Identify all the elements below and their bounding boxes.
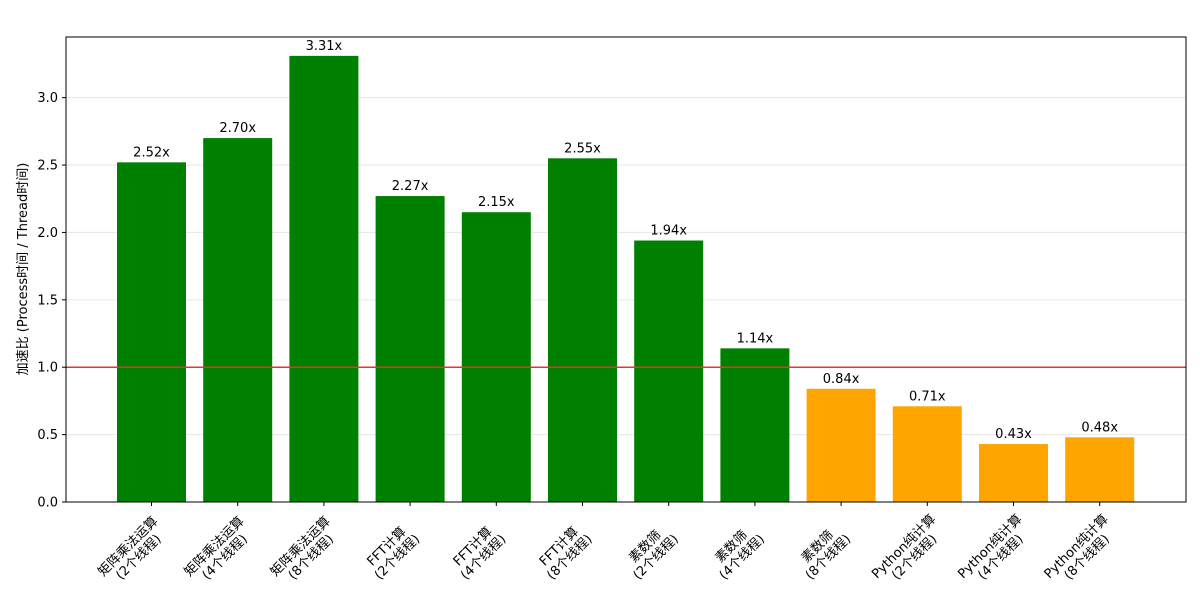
axes-frame: [65, 36, 1187, 503]
bar-value-label: 1.94x: [650, 224, 687, 239]
bar-value-label: 2.70x: [219, 121, 256, 136]
bar-value-label: 2.27x: [392, 179, 429, 194]
bar: [1065, 437, 1135, 502]
bar-value-label: 0.48x: [1081, 420, 1118, 435]
bar: [634, 240, 704, 503]
x-tick-label: Python纯计算(8个线程): [1042, 512, 1123, 593]
bar-labels: 2.52x 2.70x 3.31x 2.27x 2.15x 2.55x 1.94x 1.14x…: [133, 39, 1118, 442]
x-tick-label: Python纯计算(2个线程): [869, 512, 950, 593]
x-tick-label: 矩阵乘法运算(2个线程): [95, 514, 171, 590]
x-tick-label: 矩阵乘法运算(8个线程): [268, 514, 344, 590]
x-axis-ticks: 矩阵乘法运算(2个线程) 矩阵乘法运算(4个线程) 矩阵乘法运算(8个线程) FFT计…: [95, 502, 1123, 593]
bar-value-label: 1.14x: [737, 331, 774, 346]
y-tick-label: 0.0: [37, 496, 58, 511]
y-axis-label: 加速比 (Process时间 / Thread时间): [16, 163, 31, 376]
bar: [461, 212, 531, 502]
y-tick-label: 0.5: [37, 428, 58, 443]
y-tick-label: 2.5: [37, 159, 58, 174]
bar: [979, 444, 1048, 502]
bar-value-label: 0.43x: [995, 427, 1032, 442]
x-tick-label: 素数筛(2个线程): [620, 521, 682, 583]
x-tick-label: Python纯计算(4个线程): [955, 512, 1036, 593]
bar: [203, 138, 273, 502]
bar-value-label: 0.84x: [823, 372, 860, 387]
x-tick-label: FFT计算(4个线程): [448, 521, 510, 583]
x-tick-label: 素数筛(4个线程): [706, 521, 768, 583]
y-tick-label: 3.0: [37, 91, 58, 106]
bar: [289, 55, 359, 502]
x-tick-label: FFT计算(2个线程): [361, 521, 423, 583]
bar: [720, 348, 790, 502]
bar-value-label: 2.52x: [133, 145, 170, 160]
y-tick-label: 1.0: [37, 361, 58, 376]
bar: [548, 158, 617, 502]
x-tick-label: 素数筛(8个线程): [792, 521, 854, 583]
bar: [806, 388, 876, 502]
bars: [117, 55, 1135, 503]
bar-value-label: 2.15x: [478, 195, 515, 210]
x-tick-label: FFT计算(8个线程): [534, 521, 596, 583]
bar: [117, 162, 186, 502]
y-tick-label: 2.0: [37, 226, 58, 241]
bar: [892, 406, 962, 502]
x-tick-label: 矩阵乘法运算(4个线程): [182, 514, 258, 590]
bar: [375, 196, 445, 503]
bar-value-label: 2.55x: [564, 141, 601, 156]
y-tick-label: 1.5: [37, 293, 58, 308]
bar-value-label: 3.31x: [306, 39, 343, 54]
y-axis-ticks: 0.0 0.5 1.0 1.5 2.0 2.5 3.0: [37, 91, 66, 511]
bar-value-label: 0.71x: [909, 389, 946, 404]
